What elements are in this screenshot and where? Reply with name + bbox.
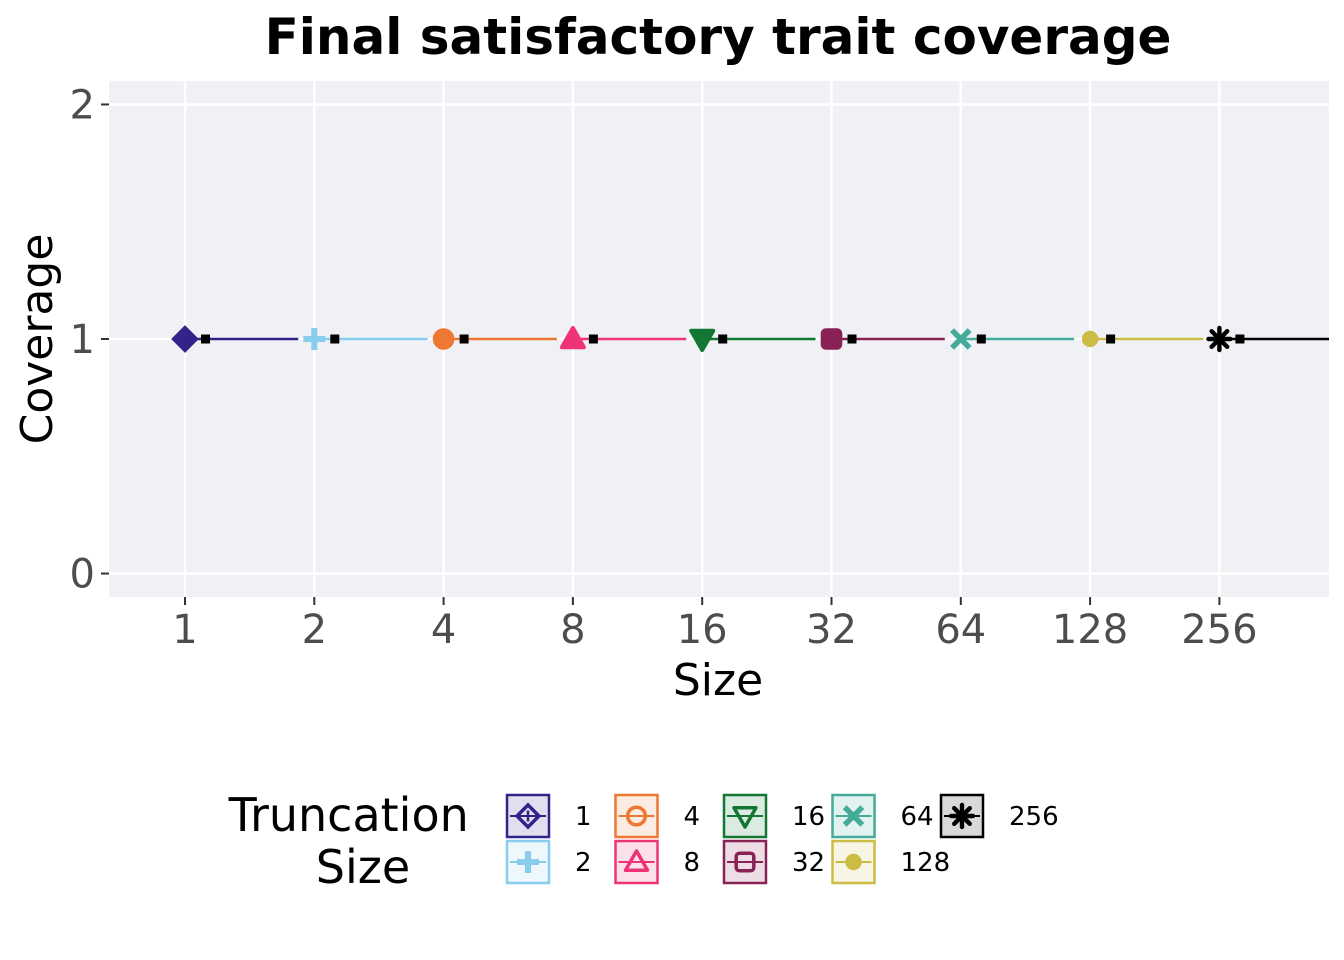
mean-marker-8 — [588, 334, 598, 344]
data-point-8 — [559, 326, 586, 350]
data-point-4 — [432, 328, 455, 350]
legend-item-16: 16 — [722, 793, 825, 839]
x-axis: 1 2 4 8 16 32 64 128 256 — [172, 597, 1258, 653]
x-axis-title: Size — [673, 655, 763, 706]
data-point-256 — [1206, 325, 1233, 353]
chart-title: Final satisfactory trait coverage — [265, 8, 1172, 66]
x-tick-label: 16 — [677, 607, 728, 653]
mean-marker-64 — [976, 334, 986, 344]
marker-shape — [559, 326, 586, 350]
legend-label-128: 128 — [901, 848, 951, 878]
series-1 — [171, 325, 299, 353]
data-point-2 — [303, 328, 326, 350]
mean-marker-2 — [330, 334, 340, 344]
series-layer — [171, 325, 1329, 353]
legend-item-1: 1 — [505, 793, 592, 839]
legend-keys: 1 2 4 8 16 32 64 128 256 — [505, 793, 1059, 885]
x-tick-label: 256 — [1181, 607, 1257, 653]
legend-label-64: 64 — [901, 802, 934, 832]
legend-label-8: 8 — [684, 848, 701, 878]
mean-marker-1 — [201, 334, 210, 344]
y-tick-label: 2 — [70, 82, 95, 128]
marker-shape — [432, 328, 455, 350]
marker-shape — [514, 802, 542, 830]
series-8 — [559, 326, 687, 350]
y-axis-title: Coverage — [12, 234, 63, 445]
marker-shape — [1209, 329, 1230, 349]
legend-item-8: 8 — [614, 839, 701, 885]
marker-shape — [732, 806, 758, 829]
legend-label-1: 1 — [575, 802, 592, 832]
legend-title: Truncation Size — [228, 788, 484, 894]
y-axis: 0 1 2 — [70, 82, 109, 598]
legend-item-2: 2 — [505, 839, 592, 885]
mean-marker-256 — [1235, 334, 1245, 344]
legend-label-4: 4 — [684, 802, 701, 832]
x-tick-label: 64 — [935, 607, 986, 653]
y-tick-label: 1 — [70, 317, 95, 363]
y-tick-label: 0 — [70, 552, 95, 598]
marker-shape — [950, 328, 972, 350]
legend: Truncation Size 1 2 4 8 16 32 64 128 256 — [228, 788, 1059, 894]
marker-shape — [842, 805, 865, 827]
mean-marker-128 — [1106, 334, 1116, 344]
series-32 — [820, 328, 945, 350]
legend-title-line-2: Size — [316, 840, 410, 894]
legend-label-256: 256 — [1009, 802, 1059, 832]
x-tick-label: 1 — [172, 607, 197, 653]
x-tick-label: 128 — [1052, 607, 1128, 653]
legend-item-64: 64 — [831, 793, 934, 839]
marker-shape — [623, 849, 650, 872]
mean-marker-32 — [847, 334, 857, 344]
data-point-64 — [950, 328, 972, 350]
mean-marker-16 — [718, 334, 728, 344]
legend-label-2: 2 — [575, 848, 592, 878]
marker-shape — [689, 328, 716, 352]
marker-shape — [952, 806, 972, 826]
marker-shape — [820, 328, 843, 350]
legend-item-128: 128 — [831, 839, 951, 885]
series-16 — [689, 328, 816, 352]
marker-shape — [171, 325, 199, 353]
marker-shape — [845, 853, 862, 871]
data-point-16 — [689, 328, 716, 352]
data-point-128 — [1081, 330, 1099, 348]
data-point-32 — [820, 328, 843, 350]
series-128 — [1081, 330, 1204, 348]
series-2 — [303, 328, 428, 350]
x-tick-label: 2 — [302, 607, 327, 653]
x-tick-label: 32 — [806, 607, 857, 653]
marker-shape — [734, 851, 756, 873]
marker-shape — [625, 805, 648, 827]
legend-label-16: 16 — [792, 802, 825, 832]
series-64 — [950, 328, 1075, 350]
legend-item-4: 4 — [614, 793, 701, 839]
legend-title-line-1: Truncation — [228, 788, 469, 842]
mean-marker-4 — [459, 334, 469, 344]
legend-label-32: 32 — [792, 848, 825, 878]
data-point-1 — [171, 325, 199, 353]
x-tick-label: 8 — [560, 607, 585, 653]
series-256 — [1206, 325, 1329, 353]
x-tick-label: 4 — [431, 607, 456, 653]
legend-item-256: 256 — [939, 793, 1059, 839]
series-4 — [432, 328, 557, 350]
legend-item-32: 32 — [722, 839, 825, 885]
marker-shape — [1081, 330, 1099, 348]
